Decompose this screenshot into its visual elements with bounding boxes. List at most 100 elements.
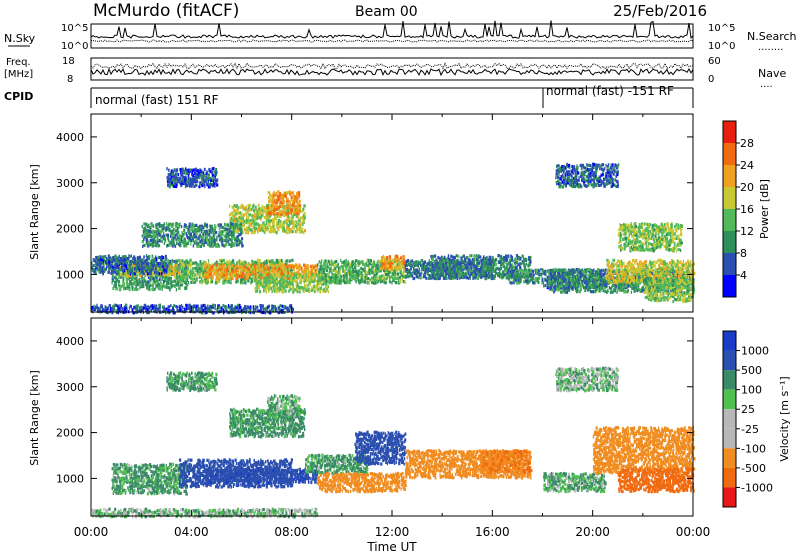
power-cell (227, 280, 231, 284)
power-cell (477, 274, 479, 278)
power-cell (372, 281, 375, 285)
power-cell (395, 254, 398, 258)
power-cell (244, 276, 248, 280)
power-cell (448, 268, 451, 272)
power-cell (384, 281, 387, 285)
power-cell (387, 273, 390, 277)
power-cell (185, 242, 188, 246)
power-cell (289, 306, 293, 310)
power-cell (122, 284, 125, 288)
power-cell (232, 273, 235, 277)
power-cell (403, 259, 406, 264)
power-cell (587, 284, 590, 288)
power-cell (204, 272, 208, 276)
power-cell (265, 210, 268, 214)
power-cell (301, 269, 304, 273)
power-cell (470, 266, 473, 270)
power-cell (395, 268, 397, 272)
power-cell (274, 213, 276, 217)
power-cell (347, 278, 349, 282)
power-cell (542, 281, 545, 285)
power-cell (302, 222, 304, 227)
power-cell (127, 277, 130, 281)
power-cell (204, 267, 206, 271)
power-cell (590, 277, 593, 282)
power-cell (298, 193, 301, 197)
power-cell (249, 228, 252, 232)
power-cell (328, 278, 332, 282)
power-cell (313, 284, 316, 288)
power-cell (442, 266, 445, 270)
power-cell (296, 279, 298, 283)
power-cell (484, 276, 487, 280)
power-cell (226, 227, 229, 231)
power-cell (258, 309, 260, 313)
power-cell (137, 272, 139, 276)
power-cell (144, 279, 147, 283)
power-cell (142, 278, 145, 282)
power-cell (462, 272, 464, 276)
power-cell (144, 265, 146, 269)
power-cell (510, 254, 513, 258)
power-cell (206, 268, 208, 272)
power-cell (522, 269, 525, 273)
power-cell (93, 306, 96, 311)
power-cell (578, 268, 580, 272)
power-cell (301, 266, 303, 270)
power-cell (266, 270, 269, 274)
power-cell (248, 206, 251, 210)
power-cell (308, 290, 311, 294)
power-cell (528, 271, 531, 275)
power-cell (128, 283, 131, 287)
power-cell (276, 269, 279, 273)
power-cell (133, 280, 137, 284)
power-cell (136, 287, 139, 291)
power-cell (96, 303, 98, 307)
power-cell (145, 228, 148, 232)
power-cell (458, 261, 461, 265)
power-cell (302, 213, 306, 217)
power-cell (574, 270, 577, 274)
power-cell (235, 209, 238, 213)
power-cell (185, 232, 188, 236)
power-cell (204, 274, 207, 278)
power-cell (298, 269, 300, 273)
power-cell (212, 274, 214, 278)
power-cell (289, 271, 292, 275)
power-cell (214, 238, 218, 242)
power-cell (565, 271, 567, 275)
power-cell (368, 281, 370, 285)
power-cell (185, 240, 187, 244)
power-cell (331, 272, 333, 276)
power-cell (193, 304, 196, 308)
power-cell (146, 234, 149, 239)
power-cell (276, 290, 278, 294)
power-cell (248, 213, 251, 217)
power-cell (394, 281, 398, 285)
power-cell (266, 203, 270, 207)
power-cell (250, 281, 252, 285)
power-cell (158, 284, 162, 289)
power-cell (524, 257, 527, 261)
power-cell (327, 259, 329, 263)
power-cell (94, 305, 98, 309)
power-cell (161, 226, 163, 230)
power-cell (390, 264, 393, 268)
power-cell (152, 308, 156, 312)
power-cell (294, 204, 296, 208)
power-cell (301, 286, 304, 290)
power-cell (168, 259, 170, 263)
power-cell (474, 271, 476, 275)
power-cell (544, 272, 547, 277)
power-cell (469, 272, 472, 276)
power-cell (440, 271, 443, 275)
power-cell (460, 273, 463, 277)
power-cell (265, 226, 267, 230)
power-cell (242, 281, 244, 285)
power-cell (274, 307, 277, 311)
power-cell (577, 278, 580, 282)
power-cell (314, 264, 318, 268)
power-cell (209, 309, 212, 313)
power-cell (487, 271, 490, 275)
